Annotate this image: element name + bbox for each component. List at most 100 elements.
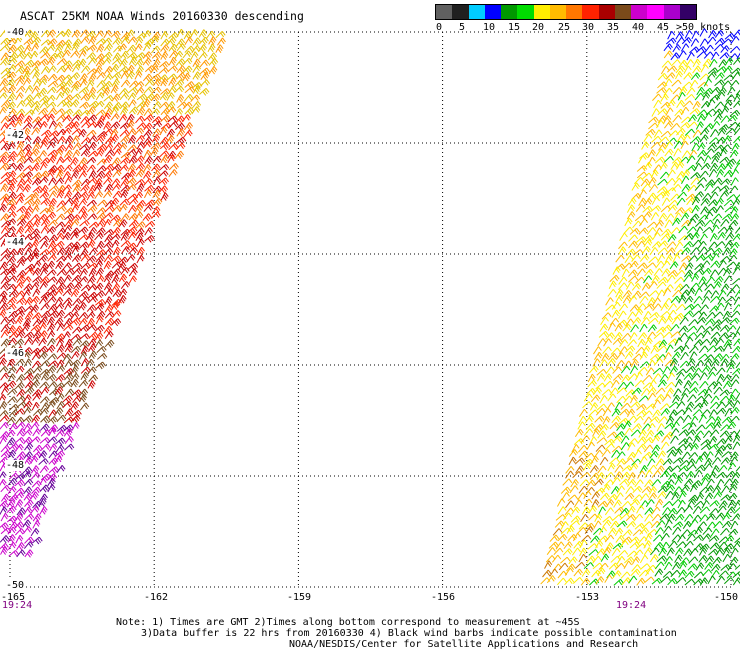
- wind-barb: [6, 380, 17, 389]
- wind-barb: [96, 240, 105, 250]
- wind-barb: [72, 267, 82, 276]
- wind-barb: [150, 93, 161, 102]
- wind-barb: [715, 547, 725, 556]
- wind-barb: [62, 331, 71, 340]
- wind-barb: [672, 44, 682, 53]
- wind-barb: [732, 400, 740, 409]
- wind-barb: [0, 44, 11, 52]
- wind-barb: [731, 72, 740, 80]
- wind-barb: [79, 340, 90, 349]
- wind-barb: [30, 252, 40, 261]
- wind-barb: [95, 227, 106, 236]
- wind-barb: [23, 423, 32, 432]
- wind-barb: [7, 108, 17, 117]
- wind-barb: [54, 164, 65, 173]
- wind-barb: [0, 506, 8, 515]
- wind-barb: [714, 449, 724, 458]
- wind-barb: [699, 577, 709, 586]
- wind-barb: [606, 358, 616, 367]
- wind-barb: [152, 155, 162, 164]
- wind-barb: [110, 106, 119, 116]
- wind-barb: [652, 303, 662, 312]
- wind-barb: [613, 499, 622, 508]
- wind-barb: [46, 373, 57, 382]
- wind-barb: [685, 471, 695, 480]
- wind-barb: [47, 483, 56, 493]
- wind-barb: [617, 550, 629, 558]
- wind-barb: [639, 291, 650, 299]
- wind-barb: [564, 567, 574, 576]
- wind-barb: [665, 213, 675, 222]
- wind-barb: [627, 472, 636, 481]
- wind-barb: [618, 282, 628, 291]
- wind-barb: [605, 542, 614, 551]
- wind-barb: [549, 568, 559, 577]
- wind-barb: [711, 457, 722, 465]
- wind-barb: [690, 443, 699, 452]
- wind-barb: [56, 114, 67, 122]
- wind-barb: [22, 183, 32, 193]
- wind-barb: [581, 506, 591, 515]
- wind-barb: [72, 164, 83, 173]
- wind-barb: [675, 37, 686, 45]
- wind-barb: [94, 190, 104, 199]
- wind-barb: [118, 294, 127, 304]
- wind-barb: [705, 108, 717, 116]
- wind-barb: [7, 486, 17, 495]
- wind-barb: [56, 344, 65, 353]
- wind-barb: [721, 416, 732, 424]
- wind-barb: [611, 301, 621, 310]
- wind-barb: [660, 533, 670, 541]
- wind-barb: [0, 248, 11, 256]
- wind-barb: [38, 351, 48, 360]
- wind-barb: [682, 169, 691, 178]
- wind-barb: [730, 213, 740, 222]
- wind-barb: [597, 465, 607, 474]
- wind-barb: [581, 568, 591, 577]
- wind-barb: [692, 239, 702, 248]
- wind-barb: [104, 65, 114, 75]
- wind-barb: [694, 183, 705, 191]
- wind-barb: [160, 114, 171, 123]
- wind-barb: [575, 465, 585, 474]
- wind-barb: [619, 507, 630, 516]
- wind-barb: [583, 562, 594, 570]
- wind-barb: [87, 338, 97, 347]
- wind-barb: [662, 500, 673, 508]
- wind-barb: [658, 416, 668, 424]
- wind-barb: [717, 226, 728, 234]
- wind-barb: [7, 366, 17, 374]
- wind-barb: [64, 219, 74, 228]
- wind-barb: [126, 119, 135, 129]
- wind-barb: [152, 78, 162, 87]
- wind-barb: [70, 227, 81, 236]
- wind-barb: [642, 521, 653, 529]
- wind-barb: [638, 218, 649, 227]
- wind-barb: [104, 317, 115, 326]
- wind-barb: [103, 212, 114, 220]
- wind-barb: [24, 549, 34, 558]
- wind-barb: [700, 198, 711, 206]
- wind-barb: [683, 540, 694, 549]
- wind-barb: [678, 262, 688, 271]
- wind-barb: [652, 93, 662, 101]
- wind-barb: [7, 218, 17, 227]
- wind-barb: [7, 44, 17, 53]
- wind-barb: [623, 360, 633, 369]
- wind-barb: [704, 44, 714, 53]
- wind-barb: [46, 269, 57, 277]
- wind-barb: [672, 457, 684, 464]
- wind-barb: [88, 227, 97, 236]
- wind-barb: [47, 113, 55, 123]
- wind-barb: [620, 402, 631, 410]
- wind-barb: [182, 72, 191, 82]
- wind-barb: [120, 213, 130, 222]
- wind-barb: [616, 451, 626, 460]
- wind-barb: [63, 318, 73, 327]
- wind-barb: [640, 563, 651, 570]
- wind-barb: [643, 416, 653, 425]
- wind-barb: [81, 120, 92, 128]
- wind-barb: [677, 235, 689, 243]
- wind-barb: [687, 184, 698, 193]
- wind-barb: [728, 248, 738, 257]
